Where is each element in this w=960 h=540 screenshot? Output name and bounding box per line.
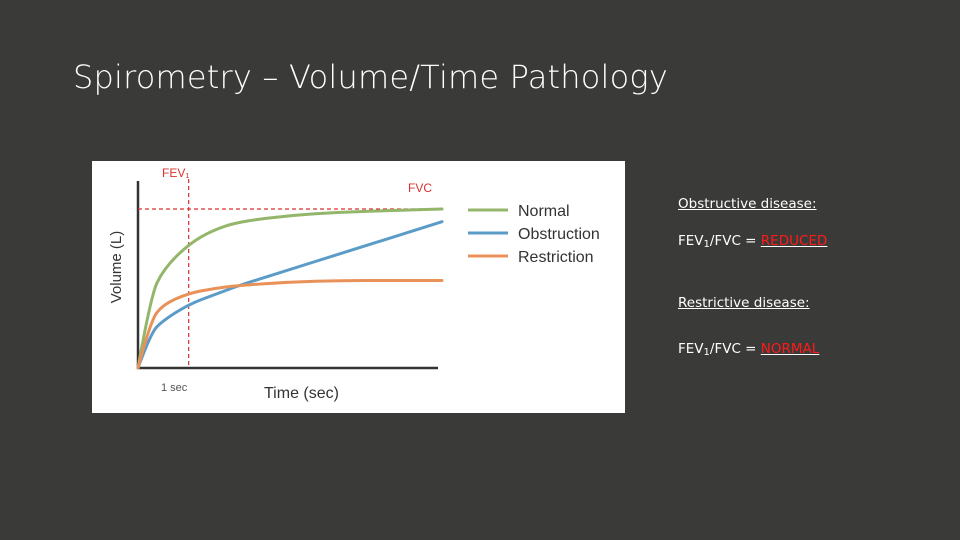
obstructive-ratio-subscript: 1 bbox=[703, 239, 710, 250]
obstructive-ratio-mid: /FVC = bbox=[709, 233, 761, 249]
restrictive-heading: Restrictive disease: bbox=[678, 295, 810, 311]
fvc-label: FVC bbox=[408, 181, 432, 195]
restrictive-ratio-value: NORMAL bbox=[760, 341, 820, 357]
legend-label-restriction: Restriction bbox=[518, 249, 594, 266]
obstructive-heading: Obstructive disease: bbox=[678, 196, 817, 212]
slide-title: Spirometry – Volume/Time Pathology bbox=[73, 58, 668, 96]
series-line-obstruction bbox=[136, 220, 444, 370]
fev1-label: FEV₁ bbox=[162, 166, 189, 180]
x-axis-label: Time (sec) bbox=[264, 385, 339, 402]
obstructive-ratio: FEV1/FVC = REDUCED bbox=[678, 233, 828, 250]
x-tick-label: 1 sec bbox=[161, 382, 188, 394]
y-axis-label: Volume (L) bbox=[108, 231, 125, 304]
series-line-normal bbox=[136, 207, 444, 370]
spirometry-chart: Normal Obstruction Restriction Volume (L) T… bbox=[92, 161, 625, 413]
obstructive-ratio-value: REDUCED bbox=[760, 233, 828, 249]
series-line-restriction bbox=[136, 279, 444, 370]
restrictive-ratio-prefix: FEV bbox=[678, 341, 704, 357]
restrictive-ratio-mid: /FVC = bbox=[709, 341, 761, 357]
obstructive-ratio-prefix: FEV bbox=[678, 233, 704, 249]
chart-svg: Normal Obstruction Restriction Volume (L) T… bbox=[108, 166, 600, 402]
restrictive-ratio-subscript: 1 bbox=[703, 347, 710, 358]
legend-label-normal: Normal bbox=[518, 203, 570, 220]
restrictive-ratio: FEV1/FVC = NORMAL bbox=[678, 341, 820, 358]
legend-label-obstruction: Obstruction bbox=[518, 226, 600, 243]
